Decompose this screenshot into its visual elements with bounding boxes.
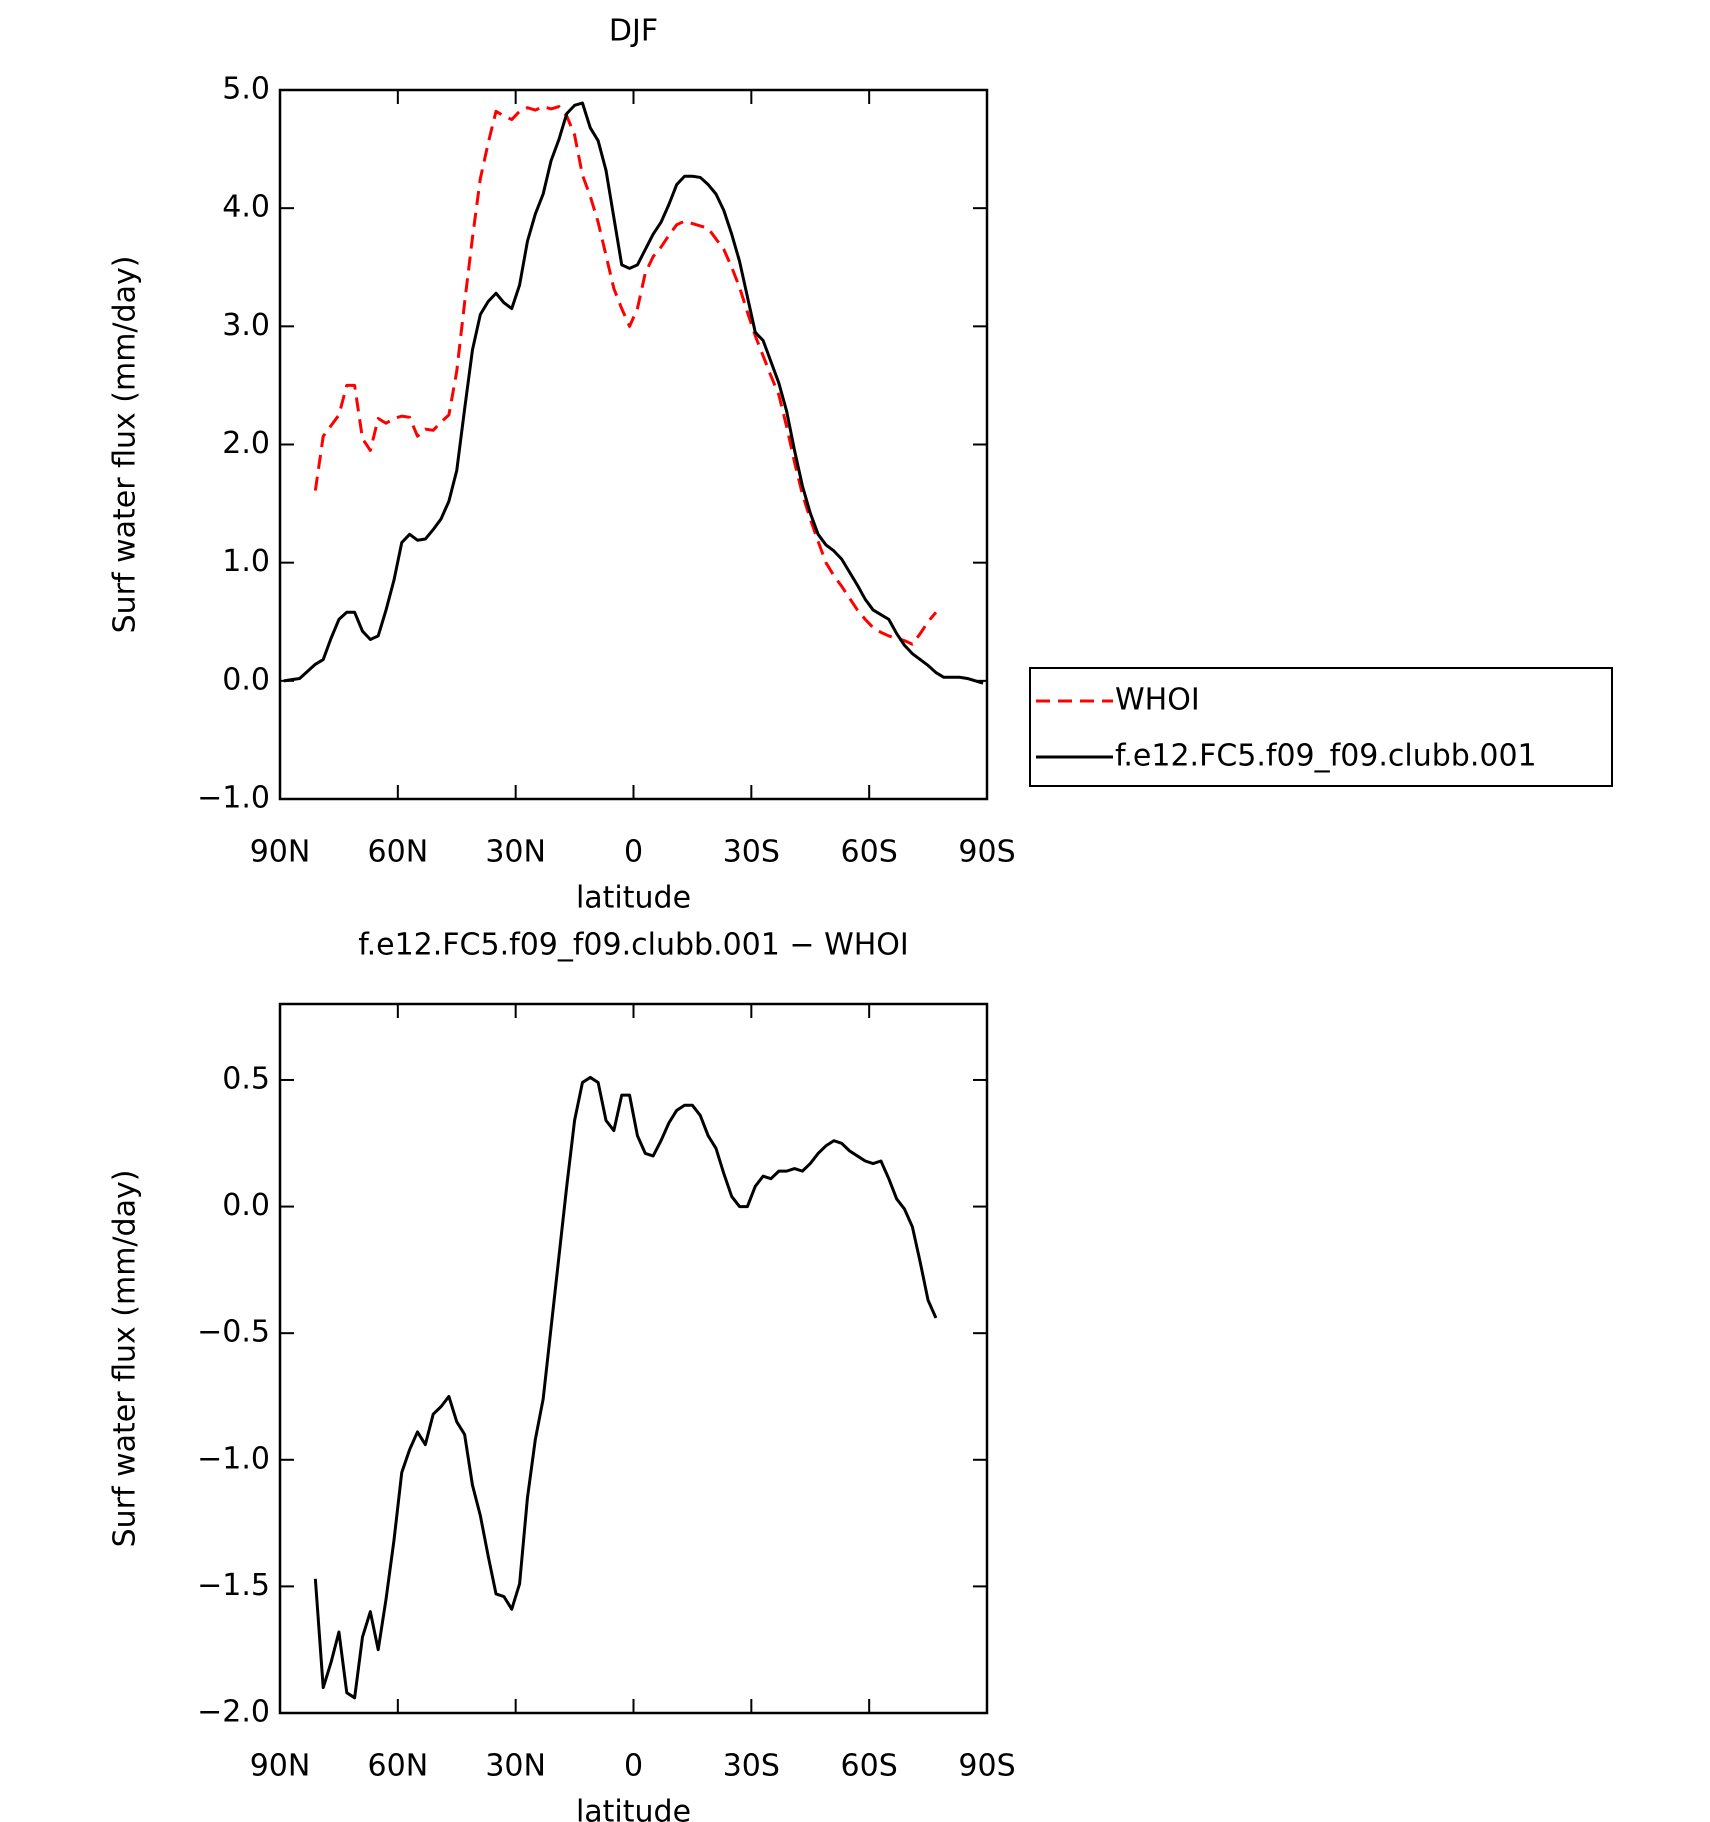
y-tick-label: 0.0 [222, 1188, 270, 1223]
x-tick-label: 90S [958, 1749, 1015, 1784]
legend-label: f.e12.FC5.f09_f09.clubb.001 [1115, 739, 1537, 774]
y-axis-label: Surf water flux (mm/day) [108, 256, 143, 634]
y-tick-label: −2.0 [197, 1695, 270, 1730]
legend-label: WHOI [1115, 683, 1200, 718]
data-line [283, 101, 984, 685]
x-axis-label: latitude [576, 1795, 691, 1822]
y-tick-label: 2.0 [222, 426, 270, 461]
y-tick-label: 0.5 [222, 1061, 270, 1096]
x-tick-label: 30N [485, 1749, 546, 1784]
plot-frame [278, 88, 989, 801]
data-line [313, 1075, 938, 1700]
x-tick-label: 30S [723, 835, 780, 870]
data-line [313, 105, 938, 646]
x-tick-label: 30S [723, 1749, 780, 1784]
y-tick-label: −1.5 [197, 1568, 270, 1603]
y-tick-label: 4.0 [222, 190, 270, 225]
plot-frame [278, 1002, 989, 1715]
x-tick-label: 0 [624, 1749, 643, 1784]
x-tick-label: 60N [368, 1749, 429, 1784]
y-tick-label: 3.0 [222, 308, 270, 343]
y-axis-label: Surf water flux (mm/day) [108, 1170, 143, 1548]
y-tick-label: 5.0 [222, 72, 270, 107]
x-tick-label: 90N [250, 835, 311, 870]
y-tick-label: −1.0 [197, 1441, 270, 1476]
y-tick-label: −0.5 [197, 1315, 270, 1350]
chart-title: f.e12.FC5.f09_f09.clubb.001 − WHOI [358, 928, 909, 963]
x-tick-label: 90N [250, 1749, 311, 1784]
x-tick-label: 60S [841, 835, 898, 870]
y-tick-label: 0.0 [222, 662, 270, 697]
x-tick-label: 90S [958, 835, 1015, 870]
y-tick-label: −1.0 [197, 781, 270, 816]
chart-title: DJF [609, 14, 658, 49]
x-tick-label: 60S [841, 1749, 898, 1784]
x-tick-label: 30N [485, 835, 546, 870]
legend-box [1029, 667, 1613, 787]
y-tick-label: 1.0 [222, 544, 270, 579]
x-tick-label: 0 [624, 835, 643, 870]
x-axis-label: latitude [576, 881, 691, 916]
x-tick-label: 60N [368, 835, 429, 870]
